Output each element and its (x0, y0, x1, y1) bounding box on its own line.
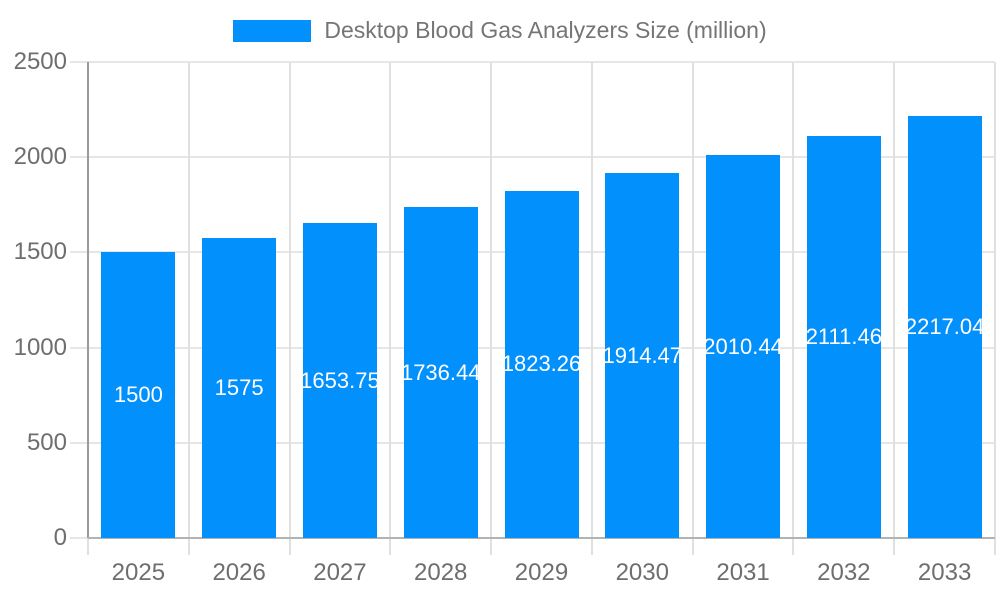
x-axis-label: 2031 (716, 559, 770, 586)
x-axis-label: 2030 (615, 559, 669, 586)
legend-swatch (233, 19, 312, 42)
gridline-horizontal (70, 61, 995, 63)
bar-value-label: 2010.44 (703, 333, 783, 359)
bar[interactable]: 1500 (101, 252, 176, 538)
bar-value-label: 1575 (214, 375, 264, 401)
bar-value-label: 2217.04 (904, 313, 985, 339)
bar[interactable]: 1736.44 (400, 207, 481, 538)
y-axis-label: 1500 (13, 238, 67, 266)
bar-value-label: 2111.46 (805, 323, 882, 349)
bar-value-label: 1736.44 (400, 359, 481, 385)
bar-value-label: 1914.47 (602, 342, 683, 368)
gridline-vertical (288, 62, 291, 555)
x-axis-label: 2029 (514, 559, 569, 586)
gridline-horizontal (70, 156, 995, 159)
x-axis-line (88, 537, 995, 539)
x-axis-label: 2032 (817, 559, 871, 586)
gridline-vertical (994, 62, 996, 555)
y-axis-label: 2500 (13, 48, 67, 75)
bar[interactable]: 2010.44 (703, 155, 783, 538)
bar[interactable]: 2217.04 (904, 115, 985, 538)
bar[interactable]: 1914.47 (603, 173, 682, 538)
gridline-vertical (691, 62, 694, 555)
bar-value-label: 1653.75 (300, 367, 380, 393)
x-axis-label: 2026 (212, 559, 266, 586)
gridline-vertical (389, 62, 392, 555)
y-axis-line (87, 62, 89, 538)
bar[interactable]: 1823.26 (501, 190, 582, 538)
x-axis-label: 2033 (917, 559, 972, 586)
y-axis-label: 1000 (13, 333, 67, 361)
bar[interactable]: 2111.46 (805, 135, 882, 538)
gridline-vertical (590, 62, 593, 555)
legend[interactable]: Desktop Blood Gas Analyzers Size (millio… (0, 19, 1000, 42)
bar[interactable]: 1575 (202, 238, 277, 538)
bar-value-label: 1823.26 (501, 351, 582, 377)
gridline-vertical (187, 62, 190, 555)
legend-label: Desktop Blood Gas Analyzers Size (millio… (324, 17, 767, 43)
bar-value-label: 1500 (113, 382, 163, 408)
y-axis-label: 500 (26, 428, 67, 456)
gridline-vertical (490, 62, 493, 555)
x-axis-label: 2025 (111, 559, 166, 586)
x-axis-label: 2028 (414, 559, 468, 586)
x-axis-label: 2027 (313, 559, 367, 586)
gridline-vertical (792, 62, 795, 555)
gridline-vertical (893, 62, 896, 555)
bar[interactable]: 1653.75 (300, 223, 380, 538)
y-axis-label: 2000 (13, 143, 67, 171)
y-axis-label: 0 (53, 524, 67, 551)
